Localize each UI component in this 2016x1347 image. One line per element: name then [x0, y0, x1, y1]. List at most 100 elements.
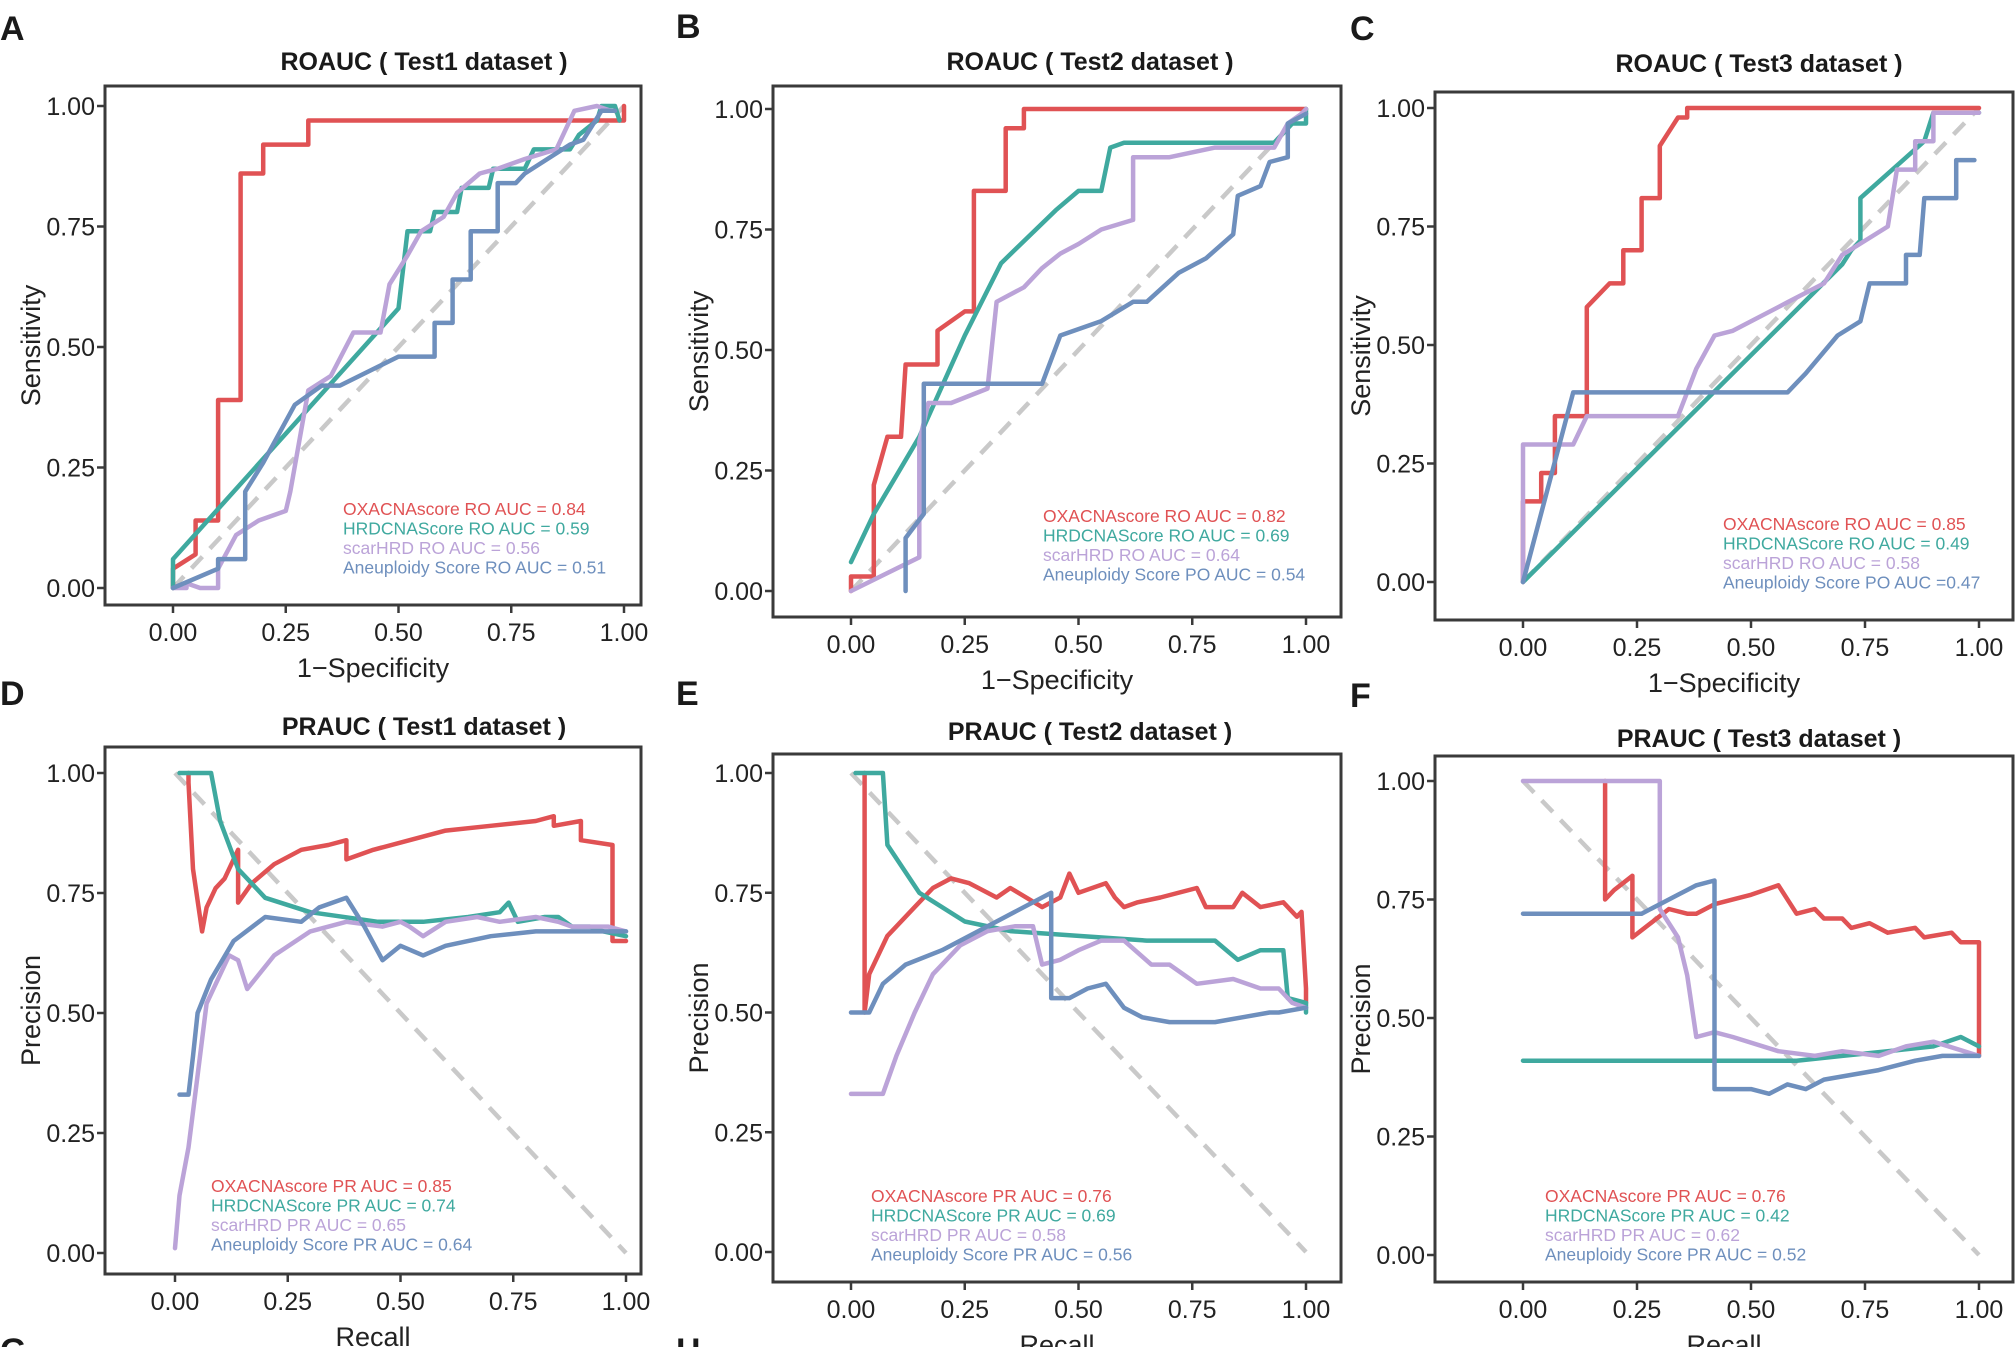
x-tick-label-d: 1.00: [602, 1288, 651, 1316]
series-line-scarhrd-f: [1520, 778, 1982, 1059]
legend-entry-hrdcna-b: HRDCNAScore RO AUC = 0.69: [1043, 526, 1290, 546]
y-tick-label-c: 1.00: [1376, 95, 1425, 123]
x-tick-label-b: 1.00: [1282, 631, 1331, 659]
y-tick-label-d: 0.25: [46, 1120, 95, 1148]
x-tick-label-a: 0.00: [149, 619, 198, 647]
panel-title-d: PRAUC ( Test1 dataset ): [282, 713, 566, 741]
panel-title-b: ROAUC ( Test2 dataset ): [946, 48, 1233, 76]
x-tick-label-c: 0.50: [1727, 634, 1776, 662]
legend-entry-hrdcna-e: HRDCNAScore PR AUC = 0.69: [871, 1206, 1116, 1226]
y-tick-label-a: 0.00: [46, 575, 95, 603]
legend-entry-oxacna-a: OXACNAscore RO AUC = 0.84: [343, 499, 586, 519]
legend-entry-hrdcna-c: HRDCNAScore RO AUC = 0.49: [1723, 534, 1970, 554]
plot-frame-d: [103, 745, 643, 1276]
panel-title-a: ROAUC ( Test1 dataset ): [280, 48, 567, 76]
x-tick-label-c: 0.25: [1613, 634, 1662, 662]
legend-entry-oxacna-f: OXACNAscore PR AUC = 0.76: [1545, 1186, 1786, 1206]
reference-diagonal-e: [849, 771, 1308, 1254]
series-line-scarhrd-b: [848, 106, 1309, 594]
y-tick-label-b: 1.00: [714, 96, 763, 124]
series-line-aneuploidy-f: [1520, 878, 1982, 1097]
plot-frame-b: [771, 84, 1343, 619]
x-tick-label-f: 1.00: [1955, 1296, 2004, 1324]
series-line-hrdcna-d: [177, 770, 629, 939]
y-tick-label-d: 0.00: [46, 1240, 95, 1268]
legend-entry-scarhrd-d: scarHRD PR AUC = 0.65: [211, 1215, 406, 1235]
panel-letter-c: C: [1350, 10, 1375, 48]
x-tick-label-a: 1.00: [600, 619, 649, 647]
x-tick-label-d: 0.00: [151, 1288, 200, 1316]
y-tick-label-d: 1.00: [46, 760, 95, 788]
series-line-scarhrd-c: [1520, 110, 1982, 585]
plot-frame-a: [103, 84, 643, 607]
y-tick-label-c: 0.00: [1376, 569, 1425, 597]
x-axis-label-d: Recall: [335, 1322, 410, 1347]
legend-entry-scarhrd-b: scarHRD RO AUC = 0.64: [1043, 545, 1240, 565]
legend-entry-aneuploidy-b: Aneuploidy Score PO AUC = 0.54: [1043, 565, 1305, 585]
panel-letter-f: F: [1350, 677, 1371, 715]
y-tick-label-f: 1.00: [1376, 768, 1425, 796]
y-tick-label-a: 0.75: [46, 214, 95, 242]
series-line-scarhrd-d: [172, 914, 629, 1251]
x-axis-label-c: 1−Specificity: [1648, 668, 1801, 698]
y-tick-label-f: 0.75: [1376, 887, 1425, 915]
panel-letter-e: E: [676, 675, 699, 713]
legend-entry-oxacna-b: OXACNAscore RO AUC = 0.82: [1043, 506, 1286, 526]
y-tick-label-f: 0.25: [1376, 1124, 1425, 1152]
x-axis-label-e: Recall: [1019, 1330, 1094, 1347]
y-tick-label-e: 0.75: [714, 880, 763, 908]
y-axis-label-a: Sensitivity: [16, 284, 46, 406]
x-tick-label-a: 0.25: [261, 619, 310, 647]
y-axis-label-b: Sensitivity: [684, 290, 714, 412]
x-tick-label-e: 0.50: [1054, 1296, 1103, 1324]
legend-entry-scarhrd-e: scarHRD PR AUC = 0.58: [871, 1225, 1066, 1245]
panel-letter-d: D: [0, 675, 25, 713]
y-tick-label-e: 0.25: [714, 1119, 763, 1147]
series-line-aneuploidy-d: [177, 895, 629, 1097]
series-line-oxacna-d: [186, 770, 629, 944]
y-tick-label-b: 0.00: [714, 578, 763, 606]
legend-entry-oxacna-e: OXACNAscore PR AUC = 0.76: [871, 1186, 1112, 1206]
x-tick-label-c: 0.75: [1841, 634, 1890, 662]
x-tick-label-f: 0.00: [1499, 1296, 1548, 1324]
y-axis-label-e: Precision: [684, 962, 714, 1073]
y-tick-label-e: 0.50: [714, 1000, 763, 1028]
legend-entry-aneuploidy-f: Aneuploidy Score PR AUC = 0.52: [1545, 1245, 1806, 1265]
panel-title-c: ROAUC ( Test3 dataset ): [1615, 50, 1902, 78]
legend-entry-oxacna-c: OXACNAscore RO AUC = 0.85: [1723, 514, 1966, 534]
panel-letter-g: G: [0, 1332, 26, 1347]
series-line-aneuploidy-a: [170, 108, 618, 591]
x-tick-label-b: 0.50: [1054, 631, 1103, 659]
y-tick-label-a: 1.00: [46, 93, 95, 121]
y-tick-label-d: 0.75: [46, 880, 95, 908]
x-axis-label-f: Recall: [1686, 1330, 1761, 1347]
x-tick-label-c: 1.00: [1955, 634, 2004, 662]
y-tick-label-b: 0.75: [714, 217, 763, 245]
y-tick-label-f: 0.50: [1376, 1005, 1425, 1033]
y-tick-label-e: 0.00: [714, 1239, 763, 1267]
series-line-aneuploidy-b: [903, 111, 1309, 594]
x-axis-label-b: 1−Specificity: [981, 665, 1134, 695]
legend-entry-hrdcna-d: HRDCNAScore PR AUC = 0.74: [211, 1196, 456, 1216]
series-line-scarhrd-e: [848, 924, 1309, 1097]
series-line-aneuploidy-c: [1520, 157, 1977, 585]
x-tick-label-b: 0.00: [827, 631, 876, 659]
legend-entry-scarhrd-a: scarHRD RO AUC = 0.56: [343, 538, 540, 558]
legend-entry-scarhrd-c: scarHRD RO AUC = 0.58: [1723, 553, 1920, 573]
x-tick-label-d: 0.75: [489, 1288, 538, 1316]
y-tick-label-c: 0.25: [1376, 451, 1425, 479]
y-tick-label-e: 1.00: [714, 760, 763, 788]
x-tick-label-e: 0.75: [1168, 1296, 1217, 1324]
x-tick-label-f: 0.50: [1727, 1296, 1776, 1324]
legend-entry-oxacna-d: OXACNAscore PR AUC = 0.85: [211, 1176, 452, 1196]
legend-entry-aneuploidy-a: Aneuploidy Score RO AUC = 0.51: [343, 558, 606, 578]
series-line-scarhrd-a: [170, 103, 613, 591]
y-tick-label-f: 0.00: [1376, 1242, 1425, 1270]
y-tick-label-c: 0.50: [1376, 332, 1425, 360]
y-axis-label-c: Sensitivity: [1346, 295, 1376, 417]
panel-letter-b: B: [676, 8, 701, 46]
y-tick-label-c: 0.75: [1376, 214, 1425, 242]
plot-frame-c: [1433, 90, 2015, 622]
reference-diagonal-b: [849, 107, 1308, 593]
series-line-oxacna-e: [862, 770, 1309, 1015]
